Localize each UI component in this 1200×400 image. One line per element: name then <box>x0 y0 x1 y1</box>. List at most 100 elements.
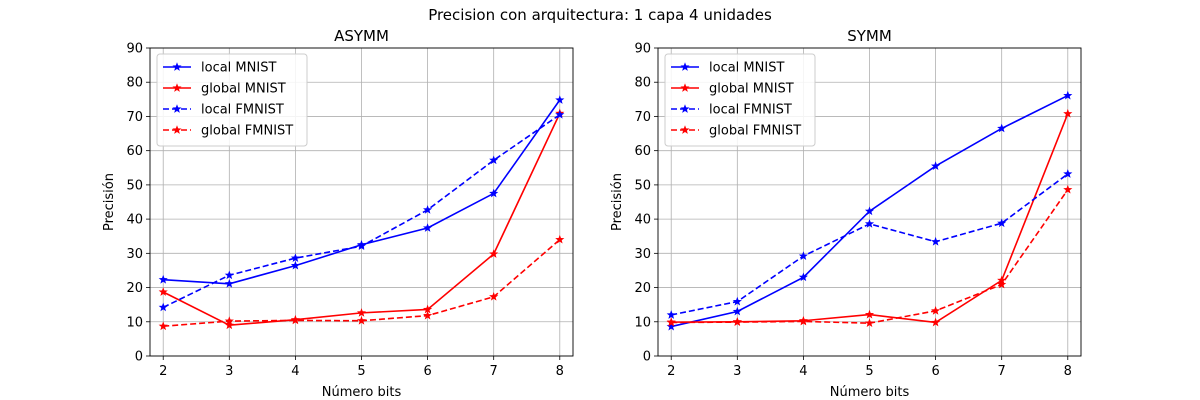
legend-item: global FMNIST <box>163 124 293 139</box>
legend-label: global MNIST <box>709 82 794 97</box>
data-point <box>931 236 941 246</box>
legend-label: local FMNIST <box>201 103 284 118</box>
legend-item: local FMNIST <box>163 103 284 118</box>
figure-suptitle: Precision con arquitectura: 1 capa 4 uni… <box>428 6 772 24</box>
data-point <box>555 234 565 244</box>
data-point <box>356 308 367 317</box>
legend-label: local FMNIST <box>709 103 792 118</box>
data-point <box>864 309 875 319</box>
data-point <box>290 315 300 325</box>
data-point <box>158 274 168 284</box>
x-tick-label: 8 <box>556 364 564 379</box>
x-tick-label: 5 <box>357 364 365 379</box>
x-tick-label: 4 <box>799 364 807 379</box>
legend-item: global MNIST <box>163 82 286 97</box>
data-point <box>732 306 742 316</box>
legend-marker <box>172 83 182 92</box>
data-point <box>1063 184 1073 194</box>
y-tick-label: 60 <box>634 144 651 159</box>
panel-asymm: ASYMM 2 3 4 5 6 7 8 Número bits 0 10 20 30 40 50 60 70 80… <box>102 27 574 400</box>
data-point <box>423 310 433 320</box>
data-point <box>864 318 875 328</box>
data-point <box>931 317 941 327</box>
legend-box <box>156 53 308 147</box>
data-point <box>931 306 941 315</box>
y-tick-label: 80 <box>126 76 143 91</box>
data-point <box>798 272 808 282</box>
data-point <box>423 223 433 232</box>
y-tick-label: 50 <box>126 178 143 193</box>
data-point <box>158 321 168 331</box>
legend-marker <box>172 125 182 134</box>
x-tick-label: 4 <box>291 364 299 379</box>
legend-label: local MNIST <box>201 61 276 76</box>
panel-title: ASYMM <box>334 27 389 45</box>
y-axis-label: Precisión <box>102 173 117 231</box>
legend-label: global FMNIST <box>709 124 801 139</box>
x-tick-label: 2 <box>667 364 675 379</box>
series-global-fmnist <box>666 184 1073 328</box>
y-tick-label: 30 <box>126 247 143 262</box>
series-local-fmnist <box>158 109 565 312</box>
panel-title: SYMM <box>847 27 892 45</box>
data-point <box>798 316 808 326</box>
legend-item: global MNIST <box>671 82 794 97</box>
data-point <box>732 296 742 306</box>
legend-marker <box>680 62 690 71</box>
data-point <box>489 188 499 198</box>
y-tick-label: 10 <box>634 315 651 330</box>
y-tick-label: 60 <box>126 144 143 159</box>
data-point <box>666 321 676 331</box>
data-point <box>158 287 168 296</box>
legend-marker <box>172 62 182 71</box>
y-axis: 0 10 20 30 40 50 60 70 80 90 Precisión <box>102 42 150 365</box>
legend-marker <box>680 83 690 92</box>
y-tick-label: 40 <box>634 213 651 228</box>
data-point <box>489 155 499 165</box>
data-point <box>1063 169 1073 178</box>
legend-label: global FMNIST <box>201 124 293 139</box>
y-tick-label: 20 <box>126 281 143 296</box>
data-point <box>224 320 234 330</box>
data-point <box>555 95 565 104</box>
legend-box <box>664 53 816 147</box>
y-tick-label: 0 <box>643 350 651 365</box>
y-tick-label: 50 <box>634 178 651 193</box>
y-tick-label: 30 <box>634 247 651 262</box>
data-point <box>224 316 234 325</box>
data-point <box>732 317 742 326</box>
legend-label: local MNIST <box>709 61 784 76</box>
data-point <box>224 278 234 288</box>
x-tick-label: 3 <box>225 364 233 379</box>
y-tick-label: 70 <box>126 110 143 125</box>
data-point <box>224 270 234 280</box>
data-point <box>666 317 676 327</box>
legend-label: global MNIST <box>201 82 286 97</box>
data-point <box>356 241 367 251</box>
y-tick-label: 20 <box>634 281 651 296</box>
data-point <box>864 206 875 216</box>
x-tick-label: 6 <box>423 364 431 379</box>
y-tick-label: 40 <box>126 213 143 228</box>
series-local-fmnist <box>666 169 1073 319</box>
data-point <box>931 161 941 170</box>
data-point <box>997 279 1007 289</box>
y-axis-label: Precisión <box>610 173 625 231</box>
x-tick-label: 8 <box>1064 364 1072 379</box>
x-axis-label: Número bits <box>322 385 402 400</box>
legend-item: local FMNIST <box>671 103 792 118</box>
data-point <box>489 292 499 301</box>
series-global-fmnist <box>158 234 565 331</box>
x-tick-label: 7 <box>490 364 498 379</box>
y-tick-label: 10 <box>126 315 143 330</box>
legend-item: local MNIST <box>163 61 276 76</box>
y-tick-label: 70 <box>634 110 651 125</box>
data-point <box>290 260 300 270</box>
legend-marker <box>680 104 690 113</box>
legend-item: local MNIST <box>671 61 784 76</box>
data-point <box>489 249 499 258</box>
data-point <box>997 218 1007 228</box>
x-axis-label: Número bits <box>830 385 910 400</box>
y-tick-label: 80 <box>634 76 651 91</box>
